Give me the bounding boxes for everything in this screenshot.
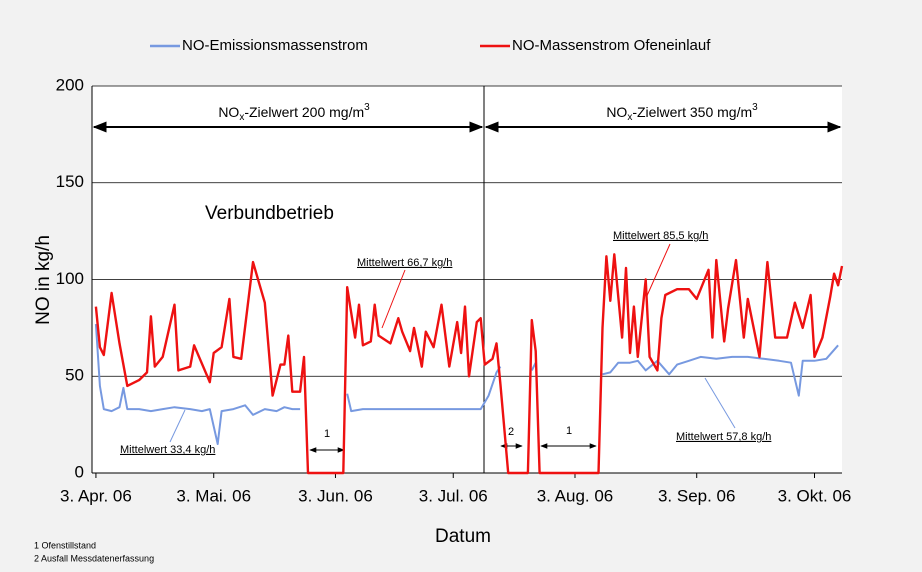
footnote: 2 Ausfall Messdatenerfassung <box>34 553 154 563</box>
y-tick-label: 50 <box>65 366 84 385</box>
x-tick-label: 3. Jul. 06 <box>419 486 488 505</box>
series-line <box>94 253 844 475</box>
y-tick-label: 100 <box>56 269 84 288</box>
y-axis-label: NO in kg/h <box>33 235 54 325</box>
mean-label: Mittelwert 33,4 kg/h <box>120 444 215 456</box>
x-tick-label: 3. Mai. 06 <box>176 486 251 505</box>
leader <box>169 409 186 443</box>
target-left: NOx-Zielwert 200 mg/m3 <box>218 102 370 123</box>
annotations: Mittelwert 66,7 kg/h Mittelwert 85,5 kg/… <box>120 230 771 456</box>
x-tick-label: 3. Sep. 06 <box>658 486 736 505</box>
y-tick-label: 0 <box>75 462 84 481</box>
gap-label: 1 <box>324 428 330 440</box>
leader <box>704 377 736 429</box>
x-tick-label: 3. Okt. 06 <box>778 486 852 505</box>
y-tick-label: 200 <box>56 75 84 94</box>
mode-label: Verbundbetrieb <box>205 203 334 224</box>
mean-label: Mittelwert 57,8 kg/h <box>676 431 771 443</box>
legend-label: NO-Emissionsmassenstrom <box>182 37 368 54</box>
x-tick-label: 3. Jun. 06 <box>298 486 373 505</box>
y-tick-label: 150 <box>56 172 84 191</box>
target-right: NOx-Zielwert 350 mg/m3 <box>606 102 758 123</box>
mean-label: Mittelwert 66,7 kg/h <box>357 257 452 269</box>
footnote: 1 Ofenstillstand <box>34 540 96 550</box>
gap-label: 2 <box>508 426 514 438</box>
leader <box>645 243 671 299</box>
x-axis-label: Datum <box>435 526 491 547</box>
x-tick-label: 3. Apr. 06 <box>60 486 132 505</box>
gap-label: 1 <box>566 425 572 437</box>
x-tick-label: 3. Aug. 06 <box>537 486 614 505</box>
mean-label: Mittelwert 85,5 kg/h <box>613 230 708 242</box>
series-line <box>94 323 839 445</box>
legend-label: NO-Massenstrom Ofeneinlauf <box>512 37 711 54</box>
leader <box>381 269 406 329</box>
